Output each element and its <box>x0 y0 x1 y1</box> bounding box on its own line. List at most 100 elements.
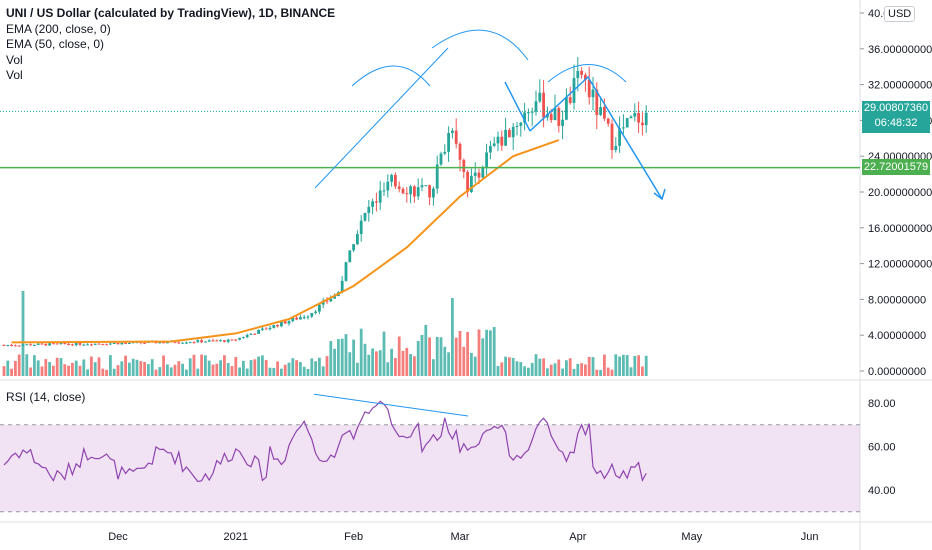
volume-bar <box>131 358 135 376</box>
candle-body <box>181 342 184 344</box>
volume-bar <box>337 339 340 376</box>
volume-bar <box>435 336 439 376</box>
volume-bar <box>86 369 89 376</box>
volume-bar <box>625 355 629 376</box>
candle-body <box>561 119 564 126</box>
volume-bar <box>413 356 416 376</box>
volume-bar <box>397 336 401 376</box>
candle-body <box>52 343 55 345</box>
candle-body <box>120 342 124 345</box>
price-tick-label: 36.00000000 <box>868 44 932 56</box>
volume-bar <box>591 357 595 376</box>
candle-body <box>565 97 568 120</box>
candle-body <box>439 153 443 165</box>
volume-bar <box>329 341 333 376</box>
volume-bar <box>572 368 576 376</box>
volume-bar <box>580 363 583 376</box>
candle-body <box>105 344 108 346</box>
volume-bar <box>340 338 344 376</box>
volume-bar <box>318 357 321 376</box>
candle-body <box>340 280 344 293</box>
candle-body <box>481 167 485 178</box>
volume-bar <box>534 354 538 376</box>
candle-body <box>587 79 591 98</box>
volume-bar <box>150 359 154 376</box>
candle-body <box>325 300 329 302</box>
candle-body <box>542 92 545 118</box>
candle-body <box>504 129 507 146</box>
candle-body <box>576 70 580 79</box>
volume-bar <box>458 330 462 376</box>
volume-bar <box>599 369 602 376</box>
price-tick-label: 0.00000000 <box>868 366 926 378</box>
volume-bar <box>234 356 238 376</box>
candle-body <box>230 339 234 341</box>
rsi-tick-label: 40.00 <box>868 485 896 497</box>
volume-bar <box>120 361 124 376</box>
candle-body <box>128 342 131 344</box>
volume-bar <box>272 368 276 376</box>
candle-body <box>424 185 428 187</box>
candle-body <box>299 317 302 320</box>
candle-body <box>40 343 44 345</box>
candle-body <box>432 188 435 198</box>
price-tick-label: 16.00000000 <box>868 223 932 235</box>
time-tick-label: Jun <box>801 531 819 543</box>
volume-bar <box>207 360 211 376</box>
candle-body <box>515 125 519 127</box>
projected-path <box>529 75 663 200</box>
volume-bar <box>67 365 70 376</box>
volume-bar <box>644 355 648 376</box>
candle-body <box>112 342 116 344</box>
candle-body <box>280 321 283 327</box>
volume-bar <box>587 356 591 376</box>
candle-body <box>249 333 253 335</box>
time-tick-label: Dec <box>108 531 128 543</box>
volume-bar <box>481 338 485 376</box>
currency-badge[interactable]: USD <box>884 6 916 22</box>
volume-bar <box>492 327 496 376</box>
volume-bar <box>230 366 234 376</box>
candle-body <box>272 324 276 328</box>
candle-body <box>629 116 633 119</box>
volume-bar <box>116 365 120 376</box>
volume-bar <box>299 362 302 376</box>
candle-body <box>462 159 466 172</box>
volume-bar <box>477 329 481 376</box>
volume-bar <box>90 356 93 376</box>
right-shoulder-arc <box>547 64 627 83</box>
volume-bar <box>618 356 621 376</box>
volume-bar <box>105 369 108 376</box>
volume-bar <box>356 362 359 376</box>
candle-body <box>637 112 640 123</box>
volume-bar <box>561 368 564 376</box>
volume-bar <box>33 355 36 376</box>
volume-bar <box>557 359 561 376</box>
candle-body <box>534 101 538 112</box>
volume-bar <box>443 346 447 376</box>
volume-bar <box>637 355 640 376</box>
volume-bar <box>306 368 310 376</box>
volume-bar <box>192 354 196 376</box>
ascending-trendline <box>314 47 449 189</box>
volume-bar <box>515 361 519 376</box>
volume-bar <box>473 356 477 376</box>
candle-body <box>283 321 287 324</box>
candle-body <box>454 130 458 144</box>
volume-bar <box>257 356 260 376</box>
candle-body <box>352 244 355 251</box>
volume-bar <box>432 359 435 376</box>
volume-bar <box>181 363 184 376</box>
candle-body <box>234 339 238 341</box>
candle-body <box>67 343 70 345</box>
candle-body <box>603 107 606 119</box>
candle-body <box>511 126 515 138</box>
candle-body <box>124 342 127 344</box>
volume-bar <box>264 359 268 376</box>
candle-body <box>314 311 317 313</box>
candle-body <box>519 122 523 126</box>
candle-body <box>527 112 530 114</box>
volume-bar <box>603 354 606 376</box>
